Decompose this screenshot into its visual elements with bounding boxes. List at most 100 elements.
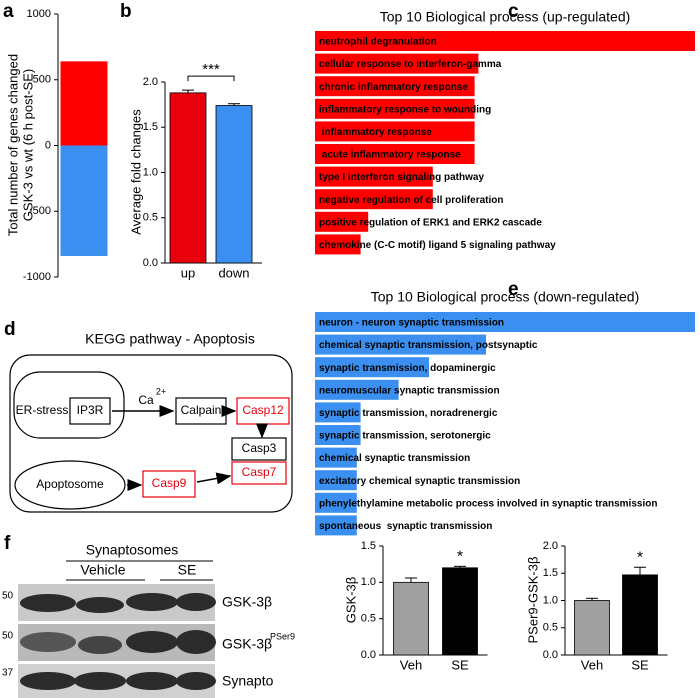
panel-label: b (120, 1, 132, 22)
node-label: Casp9 (152, 476, 187, 490)
bar-label: chronic inflammatory response (319, 82, 468, 93)
bar (315, 334, 486, 355)
significance-bracket (187, 75, 235, 82)
y-axis-label: GSK-3β (343, 577, 358, 624)
node-label: Casp7 (242, 465, 277, 479)
y-tick-label: 500 (33, 74, 51, 86)
bar-label: neuromuscular synaptic transmission (319, 385, 500, 396)
node-label: Calpain (181, 403, 222, 417)
node-box (69, 397, 111, 425)
bar (315, 357, 429, 378)
bar (60, 61, 108, 146)
y-tick-label: -1000 (23, 271, 51, 283)
apoptosome-shape (14, 460, 126, 510)
node-label: Apoptosome (36, 477, 104, 491)
mw-marker: 50 (2, 631, 14, 642)
bar (315, 211, 369, 232)
bar (169, 92, 207, 264)
y-tick-label: 0.0 (143, 257, 158, 269)
x-tick-label: SE (631, 657, 649, 672)
bar (60, 145, 108, 256)
y-tick-label: 2.0 (543, 540, 558, 552)
mw-marker: 50 (2, 591, 14, 602)
chart-title: Top 10 Biological process (up-regulated) (380, 9, 631, 25)
arrow (196, 472, 232, 485)
panel-label: d (4, 319, 16, 340)
y-tick-label: 0.5 (543, 622, 558, 634)
bar (315, 470, 357, 491)
chart-title: Top 10 Biological process (down-regulate… (371, 289, 639, 305)
ion-label: Ca (138, 393, 154, 407)
panel-label: c (508, 1, 519, 22)
y-tick-label: 0.0 (543, 649, 558, 661)
bands (20, 593, 216, 690)
node-label: IP3R (77, 403, 104, 417)
significance: *** (202, 61, 220, 78)
node-box (236, 397, 290, 425)
ion-charge: 2+ (156, 386, 166, 396)
y-tick-label: 0.5 (361, 613, 376, 625)
row-label: Synapto (222, 673, 274, 689)
panel-label: a (3, 1, 14, 22)
kegg-diagram: KEGG pathway - Apoptosis ER-stress IP3R … (9, 331, 293, 513)
node-label: Casp12 (242, 403, 284, 417)
bar (315, 166, 433, 187)
y-axis-label: Total number of genes changed (5, 54, 20, 236)
y-axis-label: GSK-3 vs wt (6 h post-SE) (20, 69, 35, 221)
bar-label: acute inflammatory response (319, 150, 461, 161)
x-tick-label: SE (451, 657, 469, 672)
bar-label: phenylethylamine metabolic process invol… (319, 498, 657, 509)
western-blot: Synaptosomes Vehicle SE 50 50 37 GSK-3β … (2, 542, 295, 698)
group-label: SE (178, 562, 197, 578)
y-tick-label: 1.5 (143, 121, 158, 133)
row-label: GSK-3β (222, 594, 272, 610)
bar-label: neutrophil degranulation (319, 37, 437, 48)
y-axis-label: Average fold changes (128, 109, 143, 235)
y-tick-label: 0.0 (361, 649, 376, 661)
bar-label: negative regulation of cell proliferatio… (319, 195, 503, 206)
bar (315, 98, 475, 119)
bar (315, 379, 399, 400)
bar-label: spontaneous synaptic transmission (319, 521, 492, 532)
x-tick-label: Veh (400, 657, 422, 672)
row-label: GSK-3β (222, 636, 272, 652)
bar-label: inflammatory response to wounding (319, 104, 491, 115)
y-tick-label: 1.0 (543, 594, 558, 606)
panel-label: f (4, 533, 11, 554)
bar (315, 76, 475, 97)
y-axis-label: PSer9-GSK-3β (525, 557, 540, 644)
significance: * (637, 549, 643, 566)
y-tick-label: 1.5 (361, 540, 376, 552)
y-tick-label: 0.5 (143, 212, 158, 224)
x-tick-label: up (181, 265, 195, 280)
node-box (231, 461, 287, 485)
x-tick-label: Veh (581, 657, 603, 672)
blot-title: Synaptosomes (86, 542, 179, 558)
row-label-superscript: PSer9 (270, 631, 295, 641)
bar (315, 53, 479, 74)
node-box (231, 437, 287, 461)
y-tick-label: -500 (29, 205, 51, 217)
y-tick-label: 1000 (27, 8, 51, 20)
bar (315, 189, 433, 210)
bar-label: chemokine (C-C motif) ligand 5 signaling… (319, 240, 556, 251)
bar (574, 600, 610, 656)
diagram-title: KEGG pathway - Apoptosis (85, 331, 255, 347)
bar-label: neuron - neuron synaptic transmission (319, 318, 504, 329)
y-tick-label: 0 (45, 139, 51, 151)
bar (215, 105, 253, 264)
bar-label: inflammatory response (319, 127, 432, 138)
y-tick-label: 1.5 (543, 567, 558, 579)
bar (315, 144, 475, 164)
bar (315, 492, 357, 513)
bar-label: synaptic transmission, dopaminergic (319, 363, 496, 374)
node-box (142, 470, 196, 498)
bar (622, 574, 658, 656)
bar (315, 234, 361, 255)
y-tick-label: 2.0 (143, 76, 158, 88)
bar (393, 581, 429, 656)
node-label: Casp3 (242, 441, 277, 455)
bar-label: cellular response to interferon-gamma (319, 59, 502, 70)
y-tick-label: 1.0 (143, 166, 158, 178)
group-label: Vehicle (80, 562, 125, 578)
